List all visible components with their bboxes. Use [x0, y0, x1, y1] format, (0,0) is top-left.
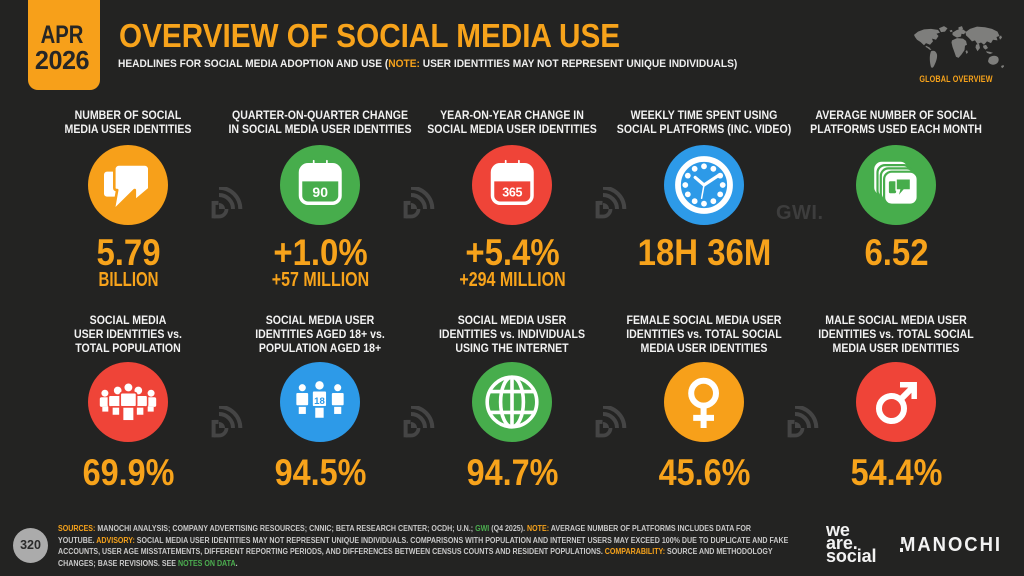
svg-text:18: 18 [314, 396, 325, 407]
svg-text:90: 90 [312, 184, 328, 200]
svg-text:365: 365 [502, 185, 522, 199]
